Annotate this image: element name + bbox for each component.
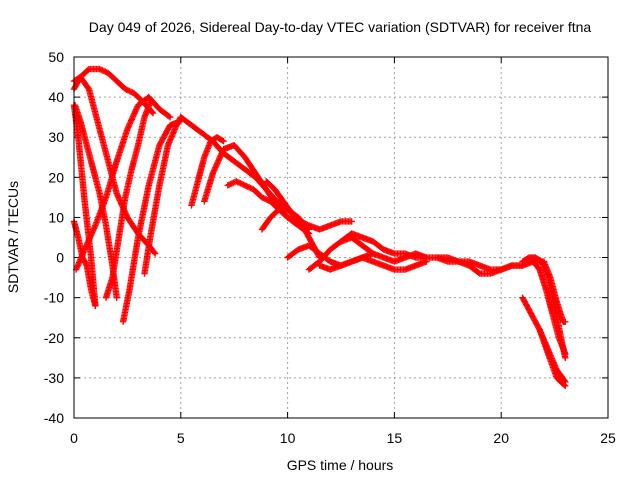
x-tick-label: 10 — [280, 430, 296, 446]
data-point — [92, 302, 99, 309]
data-point — [258, 194, 266, 201]
data-point — [261, 195, 269, 202]
data-point — [233, 178, 240, 185]
x-tick-label: 5 — [177, 430, 185, 446]
data-point — [224, 182, 231, 189]
data-point — [243, 182, 250, 190]
series-arc-25 — [519, 294, 569, 386]
y-tick-label: 0 — [56, 250, 64, 266]
data-point — [124, 87, 132, 94]
data-point — [126, 87, 133, 95]
y-tick-label: 50 — [48, 49, 64, 65]
data-point — [562, 378, 569, 386]
x-tick-label: 20 — [493, 430, 509, 446]
data-point — [561, 377, 568, 384]
data-point — [147, 97, 155, 105]
data-point — [151, 249, 158, 256]
series-arc-8 — [119, 117, 184, 325]
data-point — [348, 218, 355, 225]
data-point — [100, 67, 108, 75]
y-tick-label: 20 — [48, 169, 64, 185]
y-tick-label: -40 — [44, 410, 64, 426]
data-point — [151, 250, 159, 257]
data-point — [235, 179, 243, 186]
data-point — [244, 183, 251, 190]
y-tick-label: -30 — [44, 370, 64, 386]
data-point — [237, 180, 244, 187]
x-tick-label: 25 — [600, 430, 616, 446]
data-point — [300, 221, 307, 228]
data-point — [227, 180, 234, 188]
data-point — [102, 68, 109, 75]
y-tick-label: -20 — [44, 330, 64, 346]
series-arc-6 — [72, 93, 174, 273]
series-arc-7 — [102, 97, 155, 301]
series-arc-23 — [540, 258, 569, 325]
x-axis-label: GPS time / hours — [287, 457, 394, 473]
series-arc-20 — [433, 254, 526, 277]
data-point — [166, 113, 174, 121]
series-arc-18 — [316, 254, 430, 273]
data-point — [82, 261, 90, 268]
series-arc-15 — [258, 206, 308, 233]
series-arc-22 — [530, 258, 569, 358]
data-points — [70, 65, 569, 390]
data-point — [234, 178, 241, 186]
data-point — [220, 138, 227, 145]
data-point — [149, 109, 157, 117]
data-point — [304, 229, 311, 236]
y-axis-ticks: -40 -30 -20 -10 0 10 20 30 40 50 — [44, 49, 608, 426]
y-axis-label: SDTVAR / TECUs — [5, 181, 21, 293]
data-point — [230, 179, 237, 186]
data-point — [245, 184, 253, 191]
data-point — [219, 137, 226, 144]
data-point — [226, 181, 233, 188]
series-arc-12 — [201, 142, 323, 261]
data-point — [99, 67, 106, 74]
data-point — [260, 194, 267, 202]
data-point — [165, 113, 173, 120]
data-point — [264, 196, 271, 204]
data-point — [562, 318, 569, 325]
x-tick-label: 0 — [70, 430, 78, 446]
y-tick-label: -10 — [44, 290, 64, 306]
plot-frame — [73, 56, 609, 419]
data-point — [301, 222, 308, 229]
y-tick-label: 40 — [48, 89, 64, 105]
y-tick-label: 10 — [48, 209, 64, 225]
data-point — [123, 86, 130, 93]
x-tick-label: 15 — [387, 430, 403, 446]
data-point — [127, 88, 135, 95]
data-point — [113, 294, 120, 301]
data-point — [238, 180, 246, 188]
data-point — [122, 85, 129, 93]
data-point — [241, 182, 249, 189]
series-arc-13 — [224, 178, 313, 237]
data-point — [562, 350, 569, 358]
data-point — [263, 196, 270, 203]
data-point — [97, 66, 105, 73]
chart-title: Day 049 of 2026, Sidereal Day-to-day VTE… — [89, 19, 592, 35]
data-point — [305, 230, 313, 237]
data-point — [148, 108, 156, 116]
series-arc-9 — [141, 113, 184, 277]
series-arc-1 — [70, 65, 157, 117]
series-arc-11 — [188, 134, 227, 209]
data-point — [247, 184, 254, 192]
data-point — [228, 180, 236, 187]
series-arc-2 — [70, 73, 159, 257]
grid-lines — [74, 57, 608, 418]
data-point — [240, 181, 247, 188]
y-tick-label: 30 — [48, 129, 64, 145]
data-point — [96, 65, 103, 73]
